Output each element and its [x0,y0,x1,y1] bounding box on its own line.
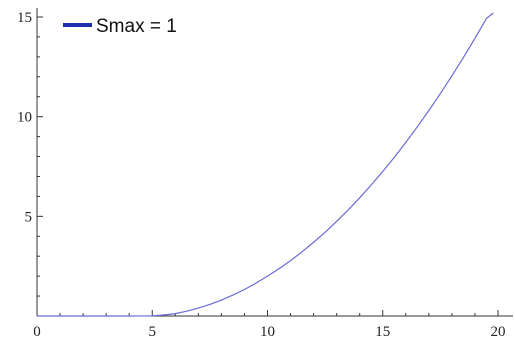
tick-labels: 0 5 10 15 20 5 10 15 [17,10,506,340]
y-tick-label: 15 [17,10,32,26]
legend-label: Smax = 1 [96,16,177,37]
y-tick-label: 5 [25,209,33,225]
x-tick-label: 10 [260,324,275,340]
x-tick-label: 15 [375,324,390,340]
ticks [37,17,498,316]
legend: Smax = 1 [63,16,177,37]
x-tick-label: 5 [149,324,157,340]
series-lines [37,13,493,316]
x-tick-label: 20 [491,324,506,340]
x-tick-label: 0 [33,324,41,340]
y-tick-label: 10 [17,110,32,126]
axes [37,8,513,316]
series-line-0 [37,13,493,316]
